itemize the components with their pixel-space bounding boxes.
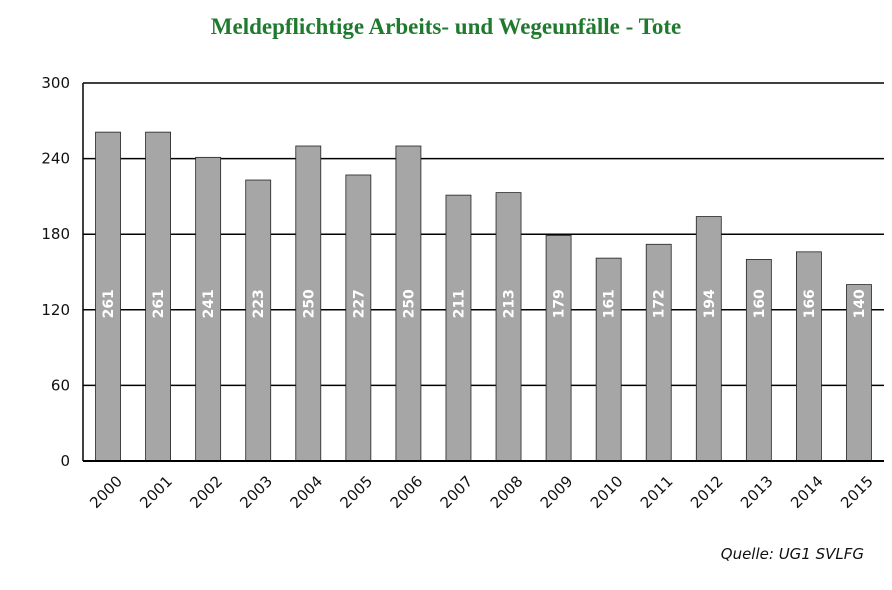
x-tick-label: 2003 <box>236 472 276 512</box>
data-label: 179 <box>552 289 568 318</box>
y-tick-label: 180 <box>41 225 70 243</box>
chart-title: Meldepflichtige Arbeits- und Wegeunfälle… <box>210 14 682 39</box>
bar <box>745 258 772 462</box>
x-tick-label: 2009 <box>537 472 577 512</box>
x-tick-label: 2000 <box>86 472 126 512</box>
data-label: 166 <box>802 289 818 318</box>
data-label: 261 <box>101 289 117 318</box>
y-tick-label: 240 <box>41 150 70 168</box>
bar <box>345 174 372 462</box>
bar <box>846 284 872 462</box>
data-label: 172 <box>652 289 668 318</box>
bar <box>645 243 672 462</box>
data-label: 250 <box>401 289 417 318</box>
x-tick-label: 2004 <box>286 472 326 512</box>
x-tick-label: 2012 <box>687 472 727 512</box>
data-label: 160 <box>752 289 768 318</box>
x-tick-label: 2008 <box>487 472 527 512</box>
x-tick-label: 2002 <box>186 472 226 512</box>
x-tick-label: 2001 <box>136 472 176 512</box>
bar <box>595 257 622 462</box>
y-tick-label: 60 <box>51 376 70 394</box>
x-tick-label: 2011 <box>637 472 677 512</box>
x-tick-label: 2014 <box>787 472 827 512</box>
y-tick-label: 300 <box>41 74 70 92</box>
x-tick-label: 2015 <box>837 472 877 512</box>
data-label: 140 <box>852 289 868 318</box>
x-tick-label: 2006 <box>387 472 427 512</box>
data-label: 161 <box>602 289 618 318</box>
data-label: 261 <box>151 289 167 318</box>
bar <box>245 179 272 462</box>
data-label: 223 <box>251 289 267 318</box>
bar <box>495 192 522 462</box>
bar <box>395 145 422 462</box>
x-tick-label: 2013 <box>737 472 777 512</box>
source-note: Quelle: UG1 SVLFG <box>720 545 864 563</box>
x-tick-label: 2007 <box>437 472 477 512</box>
bar <box>145 131 171 462</box>
data-label: 227 <box>351 289 367 318</box>
data-label: 250 <box>301 289 317 318</box>
data-label: 194 <box>702 289 718 318</box>
y-tick-label: 0 <box>60 452 70 470</box>
bar <box>95 131 121 462</box>
bar <box>695 216 722 462</box>
x-tick-label: 2010 <box>587 472 627 512</box>
bar <box>295 145 322 462</box>
data-label: 213 <box>502 289 518 318</box>
data-label: 241 <box>201 289 217 318</box>
bar <box>796 251 822 462</box>
y-tick-label: 120 <box>41 301 70 319</box>
x-tick-label: 2005 <box>337 472 377 512</box>
bar <box>445 194 472 462</box>
data-label: 211 <box>451 289 467 318</box>
bar <box>545 235 572 462</box>
